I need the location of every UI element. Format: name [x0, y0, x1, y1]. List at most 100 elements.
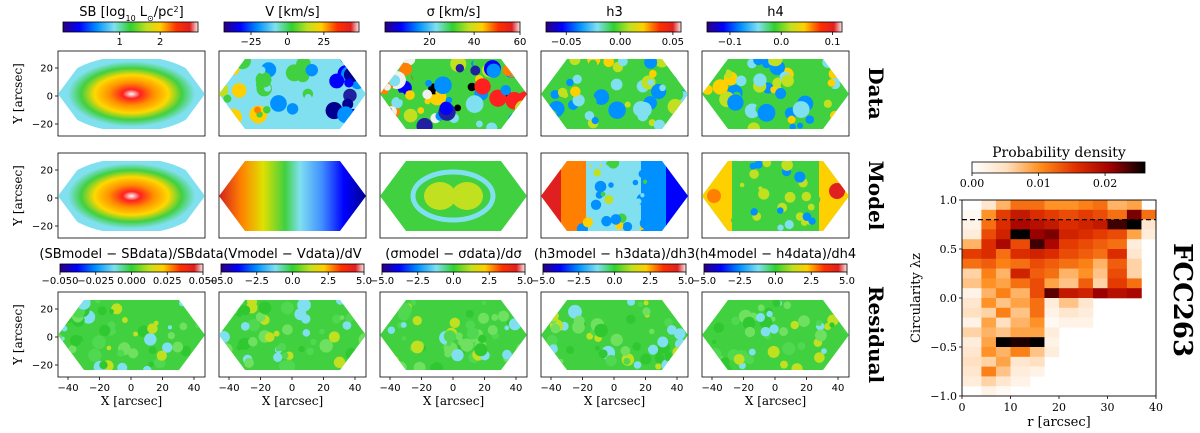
x-tick-label: −40: [379, 383, 400, 394]
heatmap-cell: [981, 307, 997, 318]
heatmap-cell: [962, 337, 982, 348]
heatmap-cell: [962, 307, 982, 318]
residual-colorbar-title: (h3model − h3data)/dh3: [534, 247, 695, 262]
colorbar-tick: 0.0: [607, 276, 623, 287]
map-content: [219, 59, 366, 129]
heatmap-cell: [1044, 307, 1060, 318]
heatmap-cell: [1078, 268, 1094, 279]
map-content: [380, 300, 527, 370]
map-panel-residual-0: 20 0 −20 Y [arcsec] −40 −20 0 20 40 X [arcsec]: [11, 291, 206, 408]
heatmap-cell: [1078, 278, 1094, 289]
heatmap-cell: [1107, 258, 1128, 269]
heatmap-cell: [995, 337, 1011, 348]
heatmap-cell: [962, 209, 982, 220]
map-content: [380, 161, 527, 231]
heatmap-cell: [995, 347, 1011, 358]
colorbar-1: V [km/s] −25 0 25: [223, 5, 360, 48]
heatmap-cell: [962, 268, 982, 279]
heatmap-cell: [1044, 327, 1060, 338]
heatmap-cell: [995, 317, 1011, 328]
heatmap-cell: [981, 258, 997, 269]
colorbar-tick: 5.0: [839, 276, 855, 287]
heatmap-cell: [962, 229, 982, 240]
colorbar-tick: −0.1: [718, 37, 742, 48]
heatmap-cell: [981, 229, 997, 240]
heatmap-cell: [1059, 317, 1079, 328]
colorbar-tick: −5.0: [370, 276, 394, 287]
heatmap-cell: [962, 376, 982, 387]
x-tick-label: −20: [733, 383, 754, 394]
colorbar-tick: −0.05: [551, 37, 582, 48]
x-axis-label: X [arcsec]: [423, 394, 484, 408]
heatmap-cell: [1029, 366, 1045, 377]
colorbar-tick: 5.0: [356, 276, 372, 287]
colorbar-tick: 0.0: [773, 37, 789, 48]
heatmap-cell: [1044, 219, 1060, 230]
map-content: [219, 161, 366, 231]
heatmap-cell: [981, 356, 997, 367]
x-tick-label: 0: [289, 383, 295, 394]
heatmap-cell: [1010, 307, 1031, 318]
heatmap-cell: [981, 376, 997, 387]
heatmap-cell: [1010, 258, 1031, 269]
x-axis-label: X [arcsec]: [101, 394, 162, 408]
heatmap-cell: [1010, 317, 1031, 328]
colorbar-tick: −5.0: [209, 276, 233, 287]
heatmap-cell: [1126, 268, 1142, 279]
x-tick-label: 40: [188, 383, 201, 394]
heatmap-cell: [962, 258, 982, 269]
x-tick-label: −40: [701, 383, 722, 394]
heatmap-cell: [1029, 327, 1045, 338]
heatmap-cell: [981, 209, 997, 220]
x-tick-label: 20: [800, 383, 813, 394]
heatmap-cell: [981, 337, 997, 348]
heatmap-cell: [1092, 278, 1108, 289]
heatmap-cell: [1059, 298, 1079, 309]
heatmap-cell: [981, 366, 997, 377]
heatmap-cell: [1059, 307, 1079, 318]
x-tick-label: 0: [128, 383, 134, 394]
x-tick-label: 0: [772, 383, 778, 394]
heatmap-cell: [1059, 278, 1079, 289]
x-tick-label: 20: [317, 383, 330, 394]
colorbar-tick: 0.00: [960, 177, 985, 190]
heatmap-cell: [962, 366, 982, 377]
galaxy-label: FCC263: [1167, 243, 1197, 357]
colorbar-tick: 0: [284, 37, 290, 48]
y-tick-label: 20: [40, 305, 53, 316]
colorbar-0: SB [log10 L⊙/pc2] 1 2: [62, 5, 199, 48]
colorbar-tick: −5.0: [531, 276, 555, 287]
colorbar-gradient: [62, 21, 199, 33]
residual-colorbar-title: (SBmodel − SBdata)/SBdata: [39, 247, 223, 262]
row-label-model: Model: [864, 161, 888, 231]
heatmap-cell: [995, 278, 1011, 289]
heatmap-cell: [1044, 239, 1060, 250]
circularity-panel: Probability density 0.00 0.01 0.02 0 10 20 30 40…: [909, 145, 1197, 430]
row-label-residual: Residual: [864, 286, 888, 384]
map-panels: 20 0 −20 Y [arcsec] Data 20 0 −20 Y [arcsec] Mode…: [11, 50, 888, 408]
colorbar-tick: −2.5: [567, 276, 591, 287]
heatmap-cell: [1029, 278, 1045, 289]
heatmap-cell: [1107, 209, 1128, 220]
heatmap-cell: [1010, 239, 1031, 250]
heatmap-cell: [1044, 229, 1060, 240]
heatmap-cell: [981, 327, 997, 338]
x-tick-label: 30: [1101, 401, 1115, 414]
colorbar-tick: 2.5: [481, 276, 497, 287]
heatmap-cell: [1044, 347, 1060, 358]
colorbar-tick: 2.5: [642, 276, 658, 287]
heatmap-cell: [995, 376, 1011, 387]
x-tick-label: 40: [349, 383, 362, 394]
heatmap-cell: [1078, 288, 1094, 299]
heatmap-cell: [1059, 249, 1079, 260]
heatmap-cell: [981, 219, 997, 230]
heatmap-cell: [1092, 229, 1108, 240]
heatmap-cell: [1029, 317, 1045, 328]
heatmap-cell: [962, 239, 982, 250]
heatmap-cell: [1092, 219, 1108, 230]
heatmap-cell: [1029, 258, 1045, 269]
y-tick-label: 20: [40, 64, 53, 75]
x-tick-label: 40: [510, 383, 523, 394]
colorbar-title: h4: [767, 5, 784, 20]
